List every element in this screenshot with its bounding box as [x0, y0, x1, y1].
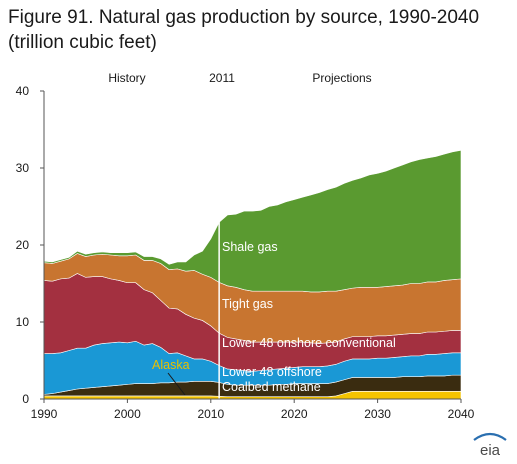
history-label: History [108, 71, 145, 85]
alaska-callout-line [167, 372, 186, 396]
divider-year-label: 2011 [209, 71, 235, 85]
svg-text:eia: eia [480, 442, 501, 459]
series-label-offshore: Lower 48 offshore [222, 365, 322, 379]
y-axis-ticks: 0 10 20 30 40 [16, 84, 44, 406]
y-tick-label: 40 [16, 84, 30, 98]
series-label-alaska: Alaska [152, 358, 190, 372]
x-tick-label: 2040 [448, 407, 475, 421]
y-tick-label: 10 [16, 315, 30, 329]
series-label-shale-gas: Shale gas [222, 240, 278, 254]
x-tick-label: 2020 [281, 407, 308, 421]
x-axis-ticks: 1990 2000 2010 2020 2030 2040 [31, 399, 475, 421]
series-label-coalbed-methane: Coalbed methane [222, 380, 321, 394]
chart-title: Figure 91. Natural gas production by sou… [8, 7, 480, 53]
series-label-onshore-conventional: Lower 48 onshore conventional [222, 336, 396, 350]
x-tick-label: 2000 [114, 407, 141, 421]
projections-label: Projections [312, 71, 371, 85]
y-tick-label: 30 [16, 161, 30, 175]
y-tick-label: 20 [16, 238, 30, 252]
y-tick-label: 0 [22, 392, 29, 406]
x-tick-label: 2030 [364, 407, 391, 421]
eia-logo: eia [473, 432, 507, 459]
series-label-tight-gas: Tight gas [222, 297, 273, 311]
area-shale-gas [43, 149, 462, 293]
x-tick-label: 2010 [197, 407, 224, 421]
area-layers [43, 149, 462, 400]
x-tick-label: 1990 [31, 407, 58, 421]
